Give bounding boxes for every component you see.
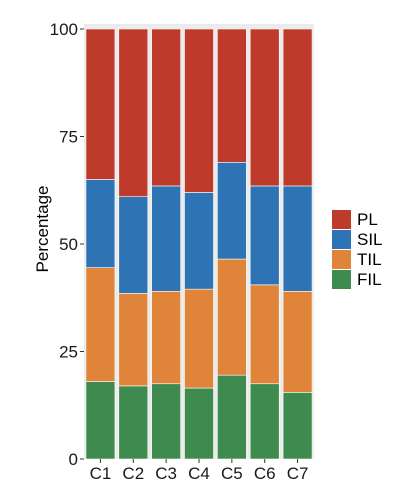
- bar-c2-pl: [118, 28, 149, 197]
- bar-c7-til: [282, 290, 313, 393]
- x-tick-label-c3: C3: [155, 464, 177, 483]
- y-tick-label: 50: [59, 235, 78, 254]
- x-tick-label-c2: C2: [122, 464, 144, 483]
- bar-c3-fil: [151, 383, 181, 460]
- x-tick-label-c1: C1: [90, 464, 112, 483]
- bar-c5-fil: [217, 374, 247, 460]
- bar-c6-fil: [249, 383, 280, 460]
- y-tick-label: 100: [50, 20, 78, 39]
- bar-c6-til: [249, 284, 280, 385]
- bar-c6-sil: [249, 185, 280, 286]
- bar-c5-sil: [217, 162, 247, 260]
- legend-label-fil: FIL: [357, 270, 382, 289]
- x-axis: C1 C2 C3 C4 C5 C6 C7: [90, 459, 309, 483]
- legend-key-fil: [332, 270, 351, 289]
- x-tick-label-c7: C7: [287, 464, 309, 483]
- legend-label-til: TIL: [357, 250, 382, 269]
- y-tick-label: 25: [59, 343, 78, 362]
- bar-c7-pl: [282, 28, 313, 187]
- y-axis: 0 25 50 75 100: [50, 20, 84, 469]
- bar-c1-fil: [85, 381, 116, 460]
- legend-key-til: [332, 250, 351, 269]
- bar-c3-til: [151, 290, 181, 385]
- bar-c6-pl: [249, 28, 280, 187]
- legend-key-sil: [332, 230, 351, 249]
- x-tick-label-c6: C6: [254, 464, 276, 483]
- y-axis-title: Percentage: [33, 186, 52, 273]
- bar-c7-fil: [282, 392, 313, 460]
- bar-c1-pl: [85, 28, 116, 180]
- bar-c2-sil: [118, 196, 149, 294]
- y-tick-label: 75: [59, 128, 78, 147]
- x-tick-label-c5: C5: [221, 464, 243, 483]
- bar-c3-pl: [151, 28, 181, 187]
- legend-label-pl: PL: [357, 210, 378, 229]
- bar-c5-til: [217, 258, 247, 376]
- bar-c4-sil: [184, 192, 214, 290]
- bar-c1-sil: [85, 179, 116, 268]
- bar-c4-til: [184, 288, 214, 389]
- bars-group: [85, 28, 313, 460]
- bar-c4-pl: [184, 28, 214, 193]
- legend-label-sil: SIL: [357, 230, 383, 249]
- legend-key-pl: [332, 210, 351, 229]
- y-tick-label: 0: [69, 450, 78, 469]
- bar-c7-sil: [282, 185, 313, 292]
- bar-c3-sil: [151, 185, 181, 292]
- x-tick-label-c4: C4: [188, 464, 210, 483]
- bar-c2-til: [118, 293, 149, 387]
- bar-c2-fil: [118, 385, 149, 460]
- bar-c1-til: [85, 267, 116, 382]
- bar-c4-fil: [184, 387, 214, 460]
- bar-c5-pl: [217, 28, 247, 163]
